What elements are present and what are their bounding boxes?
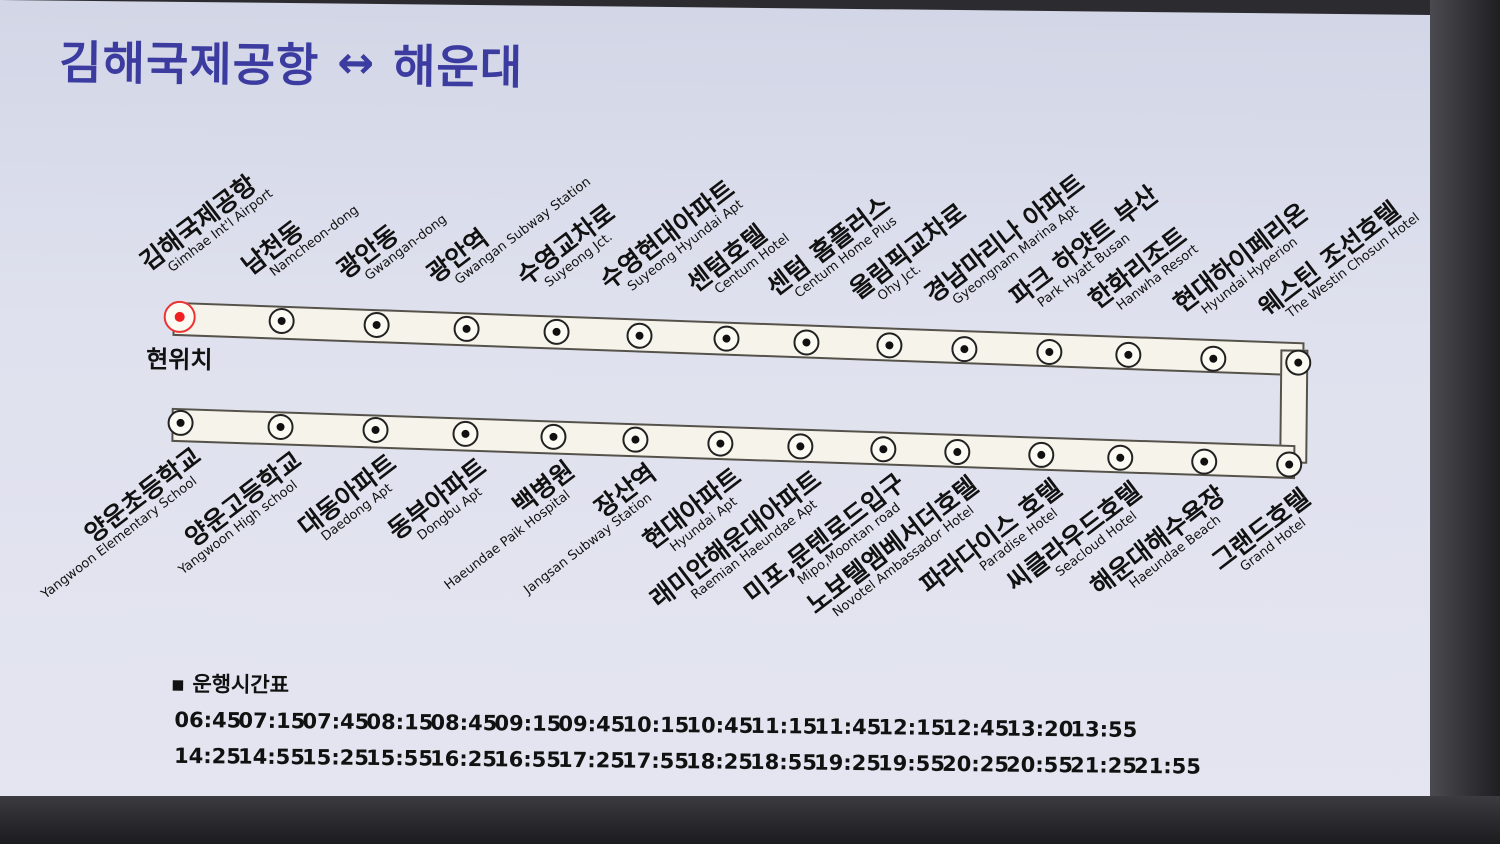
departure-time: 10:15 [622, 712, 690, 738]
departure-time: 18:55 [749, 749, 818, 775]
route-display-screen: 김해국제공항 ↔ 해운대 김해국제공항 Gimhae Int'l Airport 남… [0, 0, 1440, 815]
departure-time: 19:25 [813, 750, 882, 776]
station-marker[interactable] [1191, 448, 1218, 475]
departure-time: 10:45 [686, 713, 754, 738]
bidirectional-arrow-icon: ↔ [337, 37, 376, 89]
station-marker[interactable] [452, 420, 479, 447]
station-label: 대동아파트 Daedong Apt [293, 449, 410, 552]
schedule-row: 06:45 07:15 07:45 08:15 08:45 09:15 09:45 10:15… [174, 707, 1138, 742]
departure-time: 07:45 [302, 709, 370, 734]
departure-time: 09:45 [558, 711, 626, 737]
station-marker[interactable] [167, 409, 194, 437]
station-marker[interactable] [787, 433, 814, 460]
departure-time: 17:55 [621, 748, 690, 774]
schedule-title: ▪ 운행시간표 [170, 671, 290, 698]
departure-time: 20:55 [1005, 752, 1074, 778]
departure-time: 11:15 [750, 713, 818, 739]
departure-time: 08:45 [430, 710, 498, 736]
station-marker[interactable] [944, 438, 971, 466]
departure-time: 12:15 [878, 715, 946, 740]
departure-time: 15:25 [301, 745, 370, 770]
station-marker[interactable] [453, 315, 480, 342]
departure-time: 14:55 [237, 744, 306, 770]
departure-time: 12:45 [942, 715, 1010, 741]
station-marker[interactable] [1285, 349, 1312, 376]
departure-time: 17:25 [557, 747, 626, 773]
station-marker[interactable] [951, 335, 978, 362]
departure-time: 21:25 [1069, 753, 1138, 778]
current-location-label: 현위치 [146, 345, 213, 375]
departure-time: 13:20 [1006, 716, 1074, 742]
page-title: 김해국제공항 ↔ 해운대 [59, 27, 523, 98]
departure-time: 20:25 [941, 751, 1010, 777]
departure-time: 18:25 [685, 749, 754, 774]
departure-time: 16:55 [493, 747, 562, 772]
departure-time: 16:25 [429, 746, 498, 772]
station-marker[interactable] [1200, 345, 1227, 372]
origin-title: 김해국제공항 [59, 35, 320, 93]
station-marker[interactable] [267, 413, 294, 440]
departure-time: 13:55 [1070, 717, 1138, 742]
destination-title: 해운대 [392, 39, 524, 95]
departure-time: 07:15 [238, 708, 306, 734]
station-marker[interactable] [1276, 451, 1303, 478]
monitor-bezel-right [1430, 0, 1500, 844]
departure-time: 14:25 [173, 743, 242, 769]
departure-time: 08:15 [366, 709, 434, 735]
departure-time: 15:55 [365, 745, 434, 771]
departure-time: 21:55 [1133, 753, 1202, 779]
station-marker[interactable] [707, 430, 734, 457]
departure-time: 19:55 [877, 751, 946, 776]
departure-time: 11:45 [814, 714, 882, 740]
departure-time: 09:15 [494, 711, 562, 736]
monitor-bezel-bottom [0, 796, 1500, 844]
station-marker[interactable] [793, 329, 820, 356]
stops-layer: 김해국제공항 Gimhae Int'l Airport 남천동 Namcheon-do… [0, 0, 1440, 620]
departure-time: 06:45 [174, 707, 242, 733]
station-marker[interactable] [870, 436, 897, 463]
schedule-row: 14:25 14:55 15:25 15:55 16:25 16:55 17:25 17:55… [173, 743, 1202, 779]
station-marker[interactable] [363, 311, 390, 339]
station-marker[interactable] [163, 300, 196, 334]
station-marker[interactable] [626, 322, 653, 349]
station-label: 양운초등학교 Yangwoon Elementary School [24, 441, 215, 602]
